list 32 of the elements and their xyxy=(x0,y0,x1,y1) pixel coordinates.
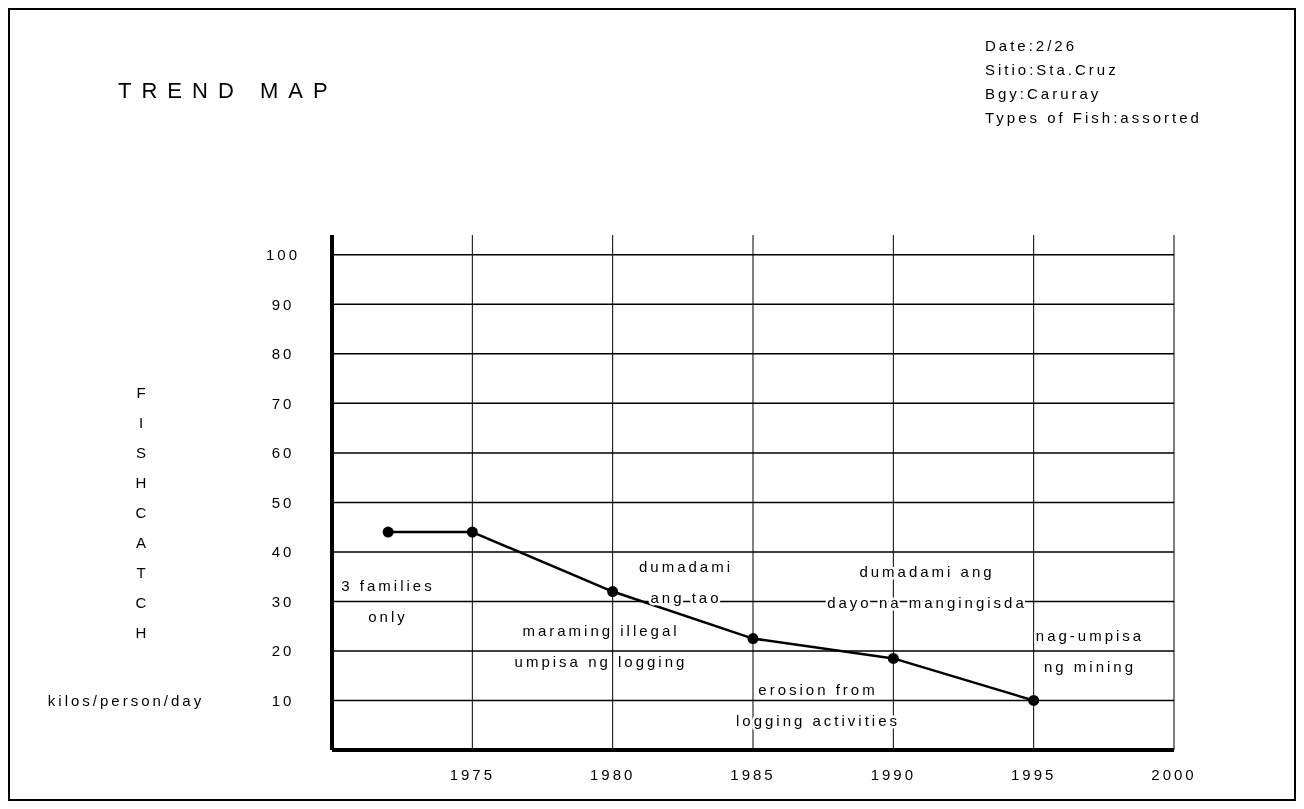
y-tick-label: 50 xyxy=(271,493,295,511)
point xyxy=(466,526,478,538)
annotation: nag-umpisa ng mining xyxy=(1035,627,1145,676)
y-tick-label: 90 xyxy=(271,295,295,313)
text: kilos/person/day xyxy=(47,692,205,710)
y-tick-label: 100 xyxy=(265,246,301,264)
y-tick-label: 70 xyxy=(271,394,295,412)
x-tick-label: 1995 xyxy=(1010,766,1057,783)
x-tick-label: 2000 xyxy=(1151,766,1197,783)
point xyxy=(382,526,394,538)
y-tick-label: 30 xyxy=(271,592,295,610)
point xyxy=(607,586,619,598)
chart-title: TREND MAP xyxy=(118,78,338,103)
text: Bgy:Caruray xyxy=(985,85,1102,103)
y-tick-label: 80 xyxy=(271,345,295,363)
y-tick-label: 60 xyxy=(271,444,295,462)
y-tick-label: 40 xyxy=(271,543,295,561)
text: Date:2/26 xyxy=(985,37,1078,55)
point xyxy=(1028,694,1040,706)
annotation: maraming illegal umpisa ng logging xyxy=(514,622,688,671)
annotation: 3 families only xyxy=(341,577,435,626)
point xyxy=(887,652,899,664)
point xyxy=(747,633,759,645)
x-tick-label: 1975 xyxy=(449,766,496,783)
x-tick-label: 1985 xyxy=(730,766,776,783)
text: Sitio:Sta.Cruz xyxy=(985,61,1119,79)
y-tick-label: 10 xyxy=(271,691,295,709)
y-tick-label: 20 xyxy=(271,642,295,660)
x-tick-label: 1980 xyxy=(589,766,636,783)
text: Types of Fish:assorted xyxy=(985,109,1202,127)
x-tick-label: 1990 xyxy=(870,766,917,783)
text: FISH CATCH xyxy=(135,384,147,641)
